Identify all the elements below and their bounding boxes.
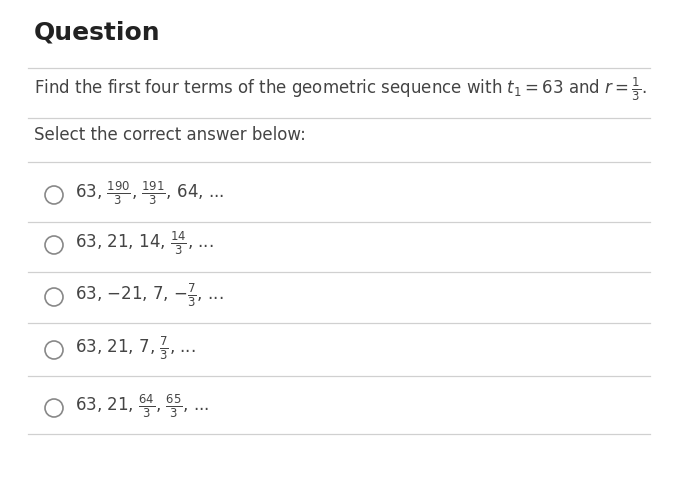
- Text: 63, 21, 7, $\frac{7}{3}$, ...: 63, 21, 7, $\frac{7}{3}$, ...: [75, 334, 196, 362]
- Text: 63, 21, $\frac{64}{3}$, $\frac{65}{3}$, ...: 63, 21, $\frac{64}{3}$, $\frac{65}{3}$, …: [75, 392, 210, 420]
- Text: 63, −21, 7, −$\frac{7}{3}$, ...: 63, −21, 7, −$\frac{7}{3}$, ...: [75, 281, 224, 309]
- Text: Select the correct answer below:: Select the correct answer below:: [34, 126, 306, 144]
- Text: Find the first four terms of the geometric sequence with $t_1 = 63$ and $r = \fr: Find the first four terms of the geometr…: [34, 76, 647, 103]
- Text: Question: Question: [34, 20, 161, 44]
- Text: 63, 21, 14, $\frac{14}{3}$, ...: 63, 21, 14, $\frac{14}{3}$, ...: [75, 229, 214, 257]
- Text: 63, $\frac{190}{3}$, $\frac{191}{3}$, 64, ...: 63, $\frac{190}{3}$, $\frac{191}{3}$, 64…: [75, 179, 224, 207]
